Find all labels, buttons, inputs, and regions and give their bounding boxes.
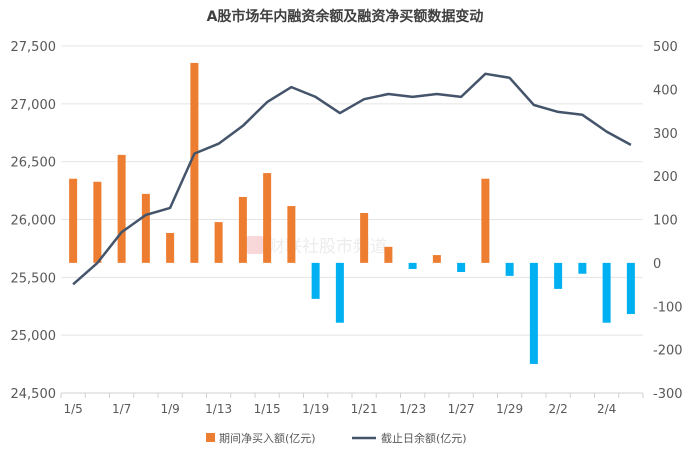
x-axis-tick-label: 1/5 <box>63 402 82 416</box>
right-axis-tick-label: 0 <box>653 257 661 272</box>
bar-1-16 <box>287 206 295 263</box>
bar-2-5 <box>627 263 635 314</box>
bar-1-21 <box>360 213 368 263</box>
right-axis-tick-label: -300 <box>653 387 683 402</box>
left-axis-tick-label: 27,500 <box>11 40 57 55</box>
left-axis: 24,500 25,000 25,500 26,000 26,500 27,000 27,5… <box>11 40 57 402</box>
watermark-text: 财联社股市频道 <box>268 237 387 257</box>
bar-1-14 <box>239 197 247 263</box>
right-axis-tick-label: 100 <box>653 214 678 229</box>
legend-bar-swatch <box>206 433 215 442</box>
left-axis-tick-label: 24,500 <box>11 387 57 402</box>
bar-1-9 <box>166 233 174 263</box>
x-axis-tick-label: 1/7 <box>112 402 131 416</box>
right-axis-tick-label: -100 <box>653 300 683 315</box>
bar-1-29 <box>506 263 514 276</box>
bar-1-26 <box>433 255 441 263</box>
bar-1-19 <box>312 263 320 299</box>
x-axis-tick-label: 1/29 <box>496 402 523 416</box>
legend: 期间净买入额(亿元) 截止日余额(亿元) <box>206 431 467 445</box>
bar-1-27 <box>457 263 465 272</box>
right-axis-tick-label: -200 <box>653 344 683 359</box>
x-axis-tick-label: 1/23 <box>399 402 426 416</box>
bar-2-3 <box>578 263 586 274</box>
left-axis-tick-label: 26,500 <box>11 156 57 171</box>
bar-1-7 <box>118 155 126 263</box>
bar-1-5 <box>69 179 77 263</box>
x-axis-tick-label: 1/27 <box>448 402 475 416</box>
left-axis-tick-label: 25,000 <box>11 329 57 344</box>
bar-1-15 <box>263 173 271 263</box>
x-axis: 1/5 1/7 1/9 1/13 1/15 1/19 1/21 1/23 1/27 1/29 2/2… <box>61 393 643 416</box>
x-axis-tick-label: 1/15 <box>254 402 281 416</box>
x-axis-tick-label: 2/4 <box>597 402 616 416</box>
bar-1-8 <box>142 194 150 263</box>
legend-line-label: 截止日余额(亿元) <box>381 431 467 445</box>
bar-1-28 <box>481 179 489 263</box>
bar-2-4 <box>603 263 611 323</box>
right-axis: -300 -200 -100 0 100 200 300 400 500 <box>653 40 683 402</box>
bar-1-13 <box>215 222 223 263</box>
right-axis-tick-label: 400 <box>653 83 678 98</box>
chart-title: A股市场年内融资余额及融资净买额数据变动 <box>207 8 484 25</box>
right-axis-tick-label: 200 <box>653 170 678 185</box>
legend-bar-label: 期间净买入额(亿元) <box>219 431 316 445</box>
left-axis-tick-label: 25,500 <box>11 271 57 286</box>
x-axis-tick-label: 2/2 <box>548 402 567 416</box>
bar-1-23 <box>409 263 417 269</box>
left-axis-tick-label: 27,000 <box>11 98 57 113</box>
x-axis-tick-label: 1/13 <box>205 402 232 416</box>
left-axis-tick-label: 26,000 <box>11 214 57 229</box>
x-axis-tick-label: 1/21 <box>351 402 378 416</box>
x-axis-tick-label: 1/19 <box>302 402 329 416</box>
x-axis-tick-label: 1/9 <box>160 402 179 416</box>
right-axis-tick-label: 500 <box>653 40 678 55</box>
bar-1-6 <box>93 182 101 263</box>
bar-2-2 <box>554 263 562 289</box>
right-axis-tick-label: 300 <box>653 127 678 142</box>
bar-1-22 <box>384 247 392 263</box>
bar-1-20 <box>336 263 344 323</box>
watermark-logo-icon <box>246 236 264 254</box>
bar-1-30 <box>530 263 538 364</box>
